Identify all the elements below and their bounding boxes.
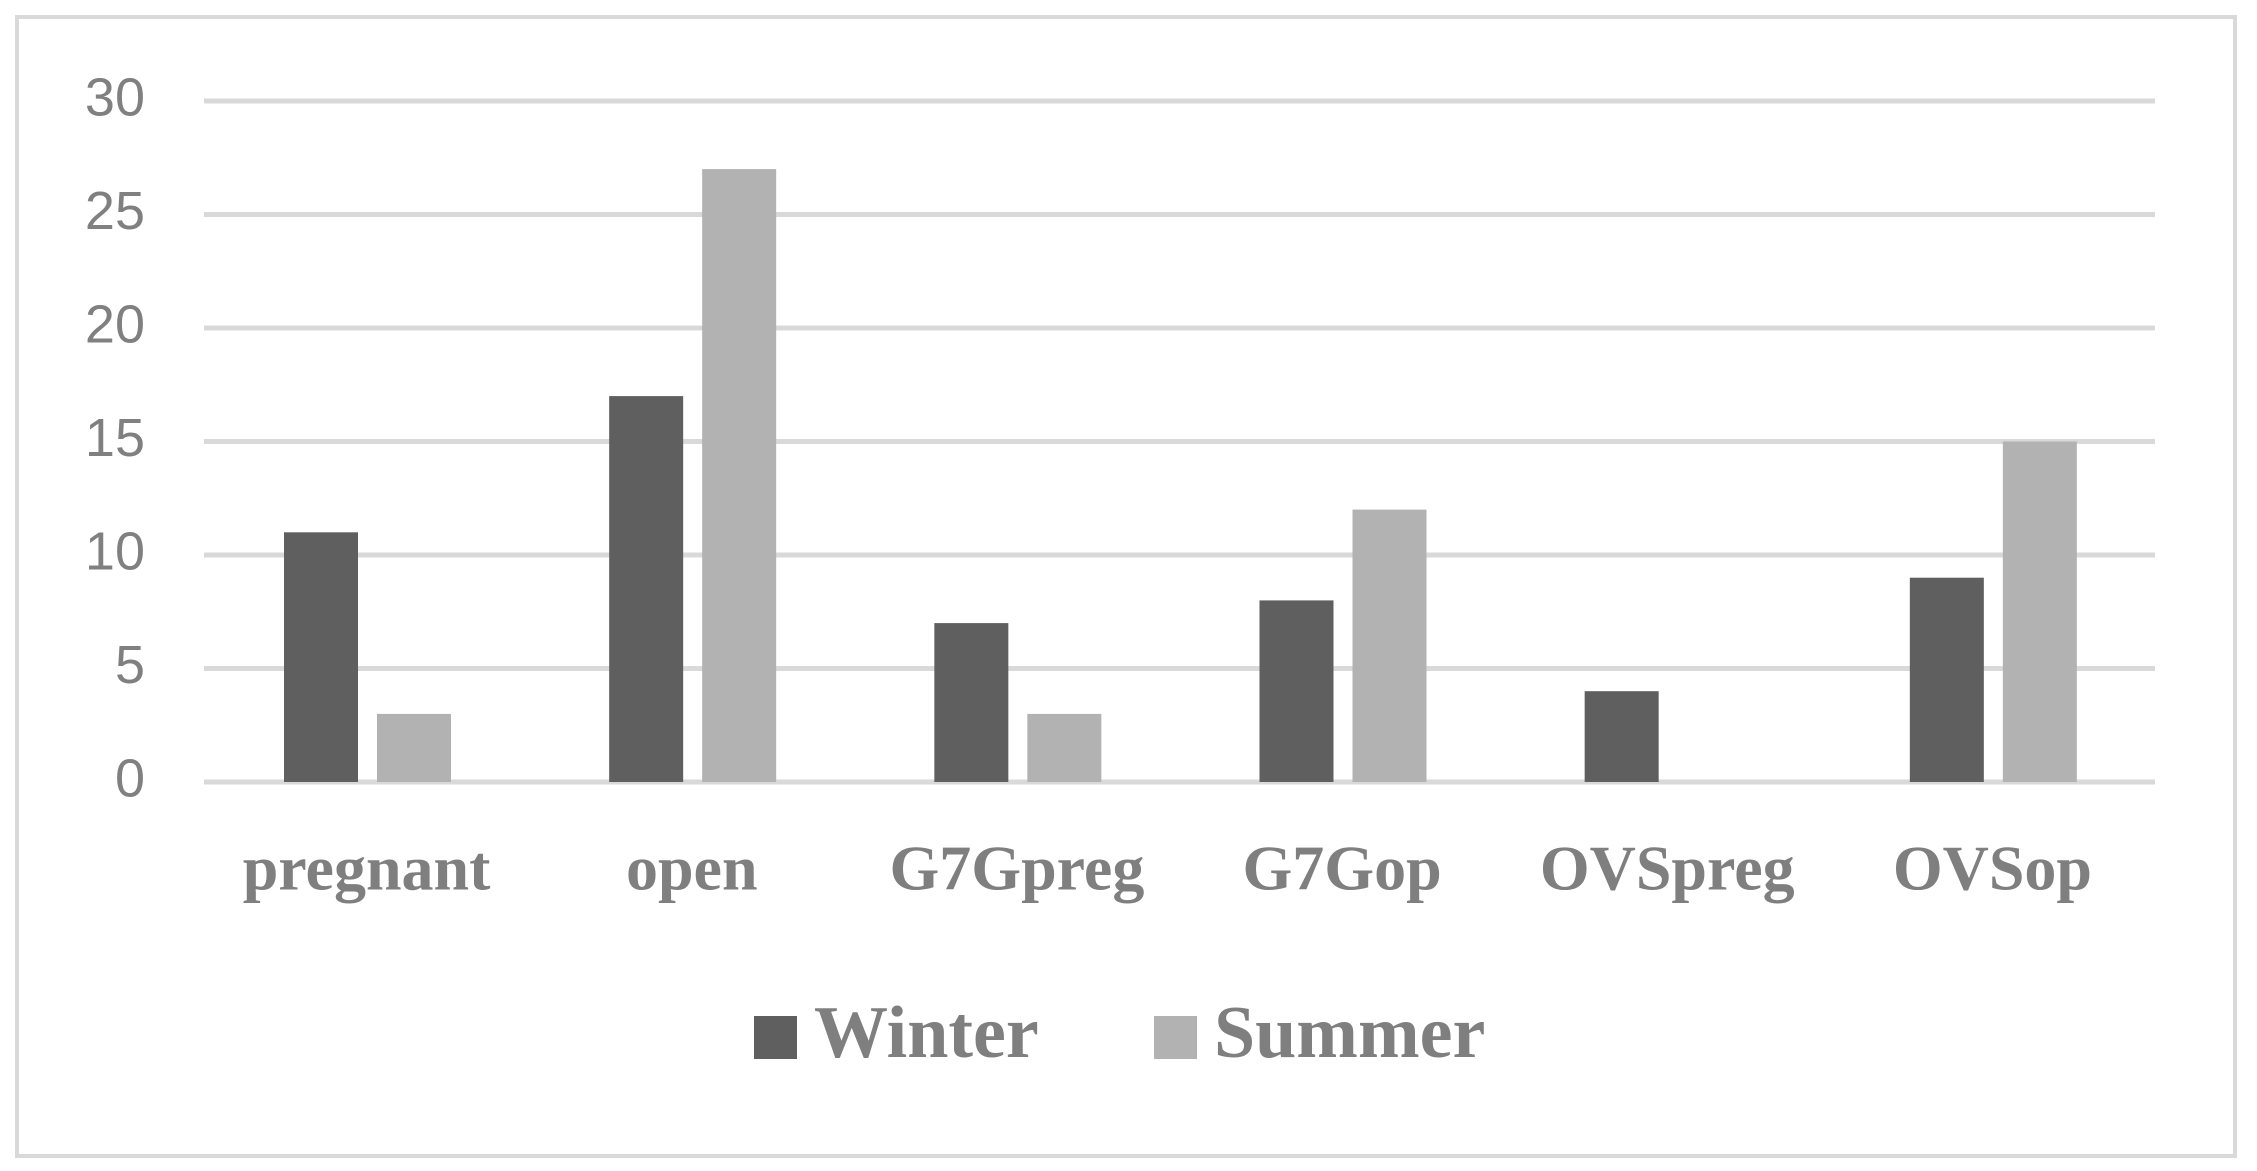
- y-tick-label: 20: [85, 294, 145, 354]
- legend-label: Summer: [1214, 992, 1485, 1074]
- bar: [377, 713, 451, 782]
- y-tick-label: 30: [85, 67, 145, 127]
- y-tick-label: 0: [115, 748, 145, 808]
- y-tick-label: 25: [85, 181, 145, 241]
- x-tick-label: OVSpreg: [1540, 833, 1795, 904]
- chart-frame: [15, 15, 2237, 1158]
- y-tick-label: 15: [85, 408, 145, 468]
- bar: [1909, 577, 1984, 782]
- bar: [609, 396, 684, 782]
- bar: [284, 532, 358, 782]
- y-tick-label: 5: [115, 635, 145, 695]
- bar: [934, 623, 1009, 782]
- bar: [1352, 509, 1427, 782]
- legend-swatch: [754, 1016, 797, 1059]
- bar: [1027, 713, 1102, 782]
- x-tick-label: OVSop: [1893, 833, 2092, 904]
- y-tick-label: 10: [85, 521, 145, 581]
- x-tick-label: pregnant: [243, 833, 491, 904]
- x-tick-label: open: [626, 833, 758, 904]
- legend-label: Winter: [814, 992, 1039, 1074]
- legend-swatch: [1154, 1016, 1197, 1059]
- bar: [1584, 691, 1659, 782]
- bar: [2002, 441, 2077, 782]
- bar: [1259, 600, 1334, 782]
- x-tick-label: G7Gpreg: [890, 833, 1145, 904]
- bar: [702, 169, 777, 783]
- x-tick-label: G7Gop: [1243, 833, 1442, 904]
